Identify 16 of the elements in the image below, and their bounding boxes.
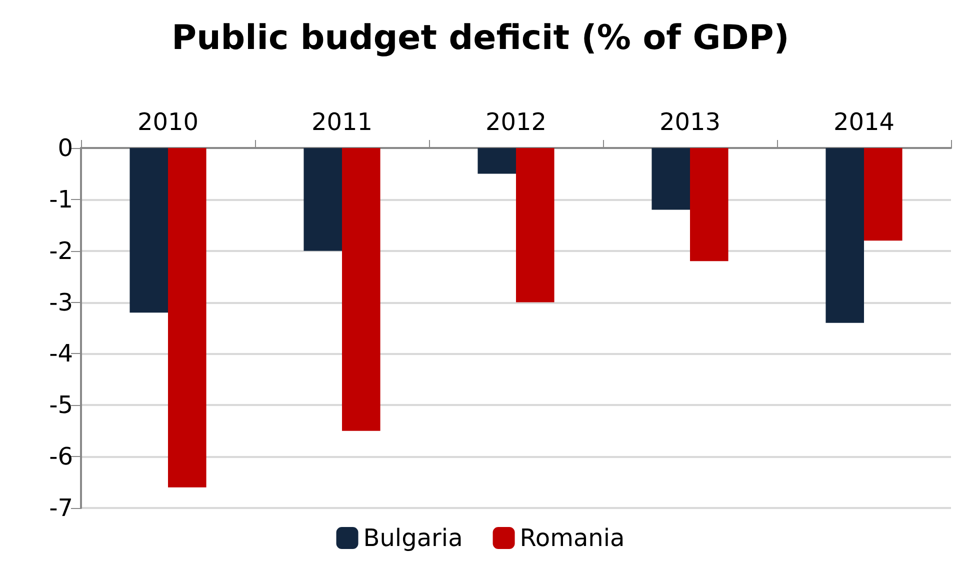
y-tick-label: -6 bbox=[49, 442, 73, 471]
x-tick-label: 2011 bbox=[311, 108, 373, 136]
y-tick-label: -3 bbox=[49, 288, 73, 316]
legend-label: Bulgaria bbox=[363, 524, 463, 552]
x-tick-label: 2010 bbox=[137, 108, 199, 136]
y-tick-label: -1 bbox=[49, 185, 73, 214]
y-tick-label: -7 bbox=[49, 494, 73, 522]
legend-label: Romania bbox=[520, 524, 625, 552]
x-tick-label: 2014 bbox=[833, 108, 895, 136]
y-tick-label: -2 bbox=[49, 236, 73, 265]
chart-title: Public budget deficit (% of GDP) bbox=[172, 18, 790, 58]
x-tick-label: 2013 bbox=[659, 108, 721, 136]
y-tick-label: -5 bbox=[49, 391, 73, 420]
y-tick-label: 0 bbox=[58, 134, 73, 162]
y-tick-label: -4 bbox=[49, 340, 73, 368]
x-tick-label: 2012 bbox=[485, 108, 547, 136]
